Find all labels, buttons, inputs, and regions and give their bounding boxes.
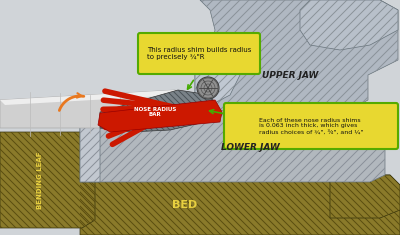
Polygon shape bbox=[98, 100, 222, 132]
Polygon shape bbox=[0, 132, 95, 228]
Text: BED: BED bbox=[172, 200, 198, 210]
Polygon shape bbox=[0, 90, 185, 128]
Polygon shape bbox=[100, 90, 218, 132]
Text: NOSE RADIUS
BAR: NOSE RADIUS BAR bbox=[134, 107, 176, 118]
Circle shape bbox=[197, 77, 219, 99]
FancyBboxPatch shape bbox=[224, 103, 398, 149]
Text: LOWER JAW: LOWER JAW bbox=[221, 144, 279, 153]
Polygon shape bbox=[80, 115, 100, 182]
Polygon shape bbox=[195, 55, 240, 108]
Polygon shape bbox=[80, 175, 400, 235]
Polygon shape bbox=[0, 90, 180, 105]
Polygon shape bbox=[80, 108, 385, 182]
Text: UPPER JAW: UPPER JAW bbox=[262, 70, 318, 79]
Text: Each of these nose radius shims
is 0.063 inch thick, which gives
radius choices : Each of these nose radius shims is 0.063… bbox=[259, 118, 363, 134]
Polygon shape bbox=[195, 0, 398, 118]
Polygon shape bbox=[300, 0, 398, 50]
FancyBboxPatch shape bbox=[138, 33, 260, 74]
Text: BENDING LEAF: BENDING LEAF bbox=[37, 151, 43, 209]
Polygon shape bbox=[330, 175, 400, 218]
Text: This radius shim builds radius
to precisely ¾"R: This radius shim builds radius to precis… bbox=[147, 47, 251, 60]
